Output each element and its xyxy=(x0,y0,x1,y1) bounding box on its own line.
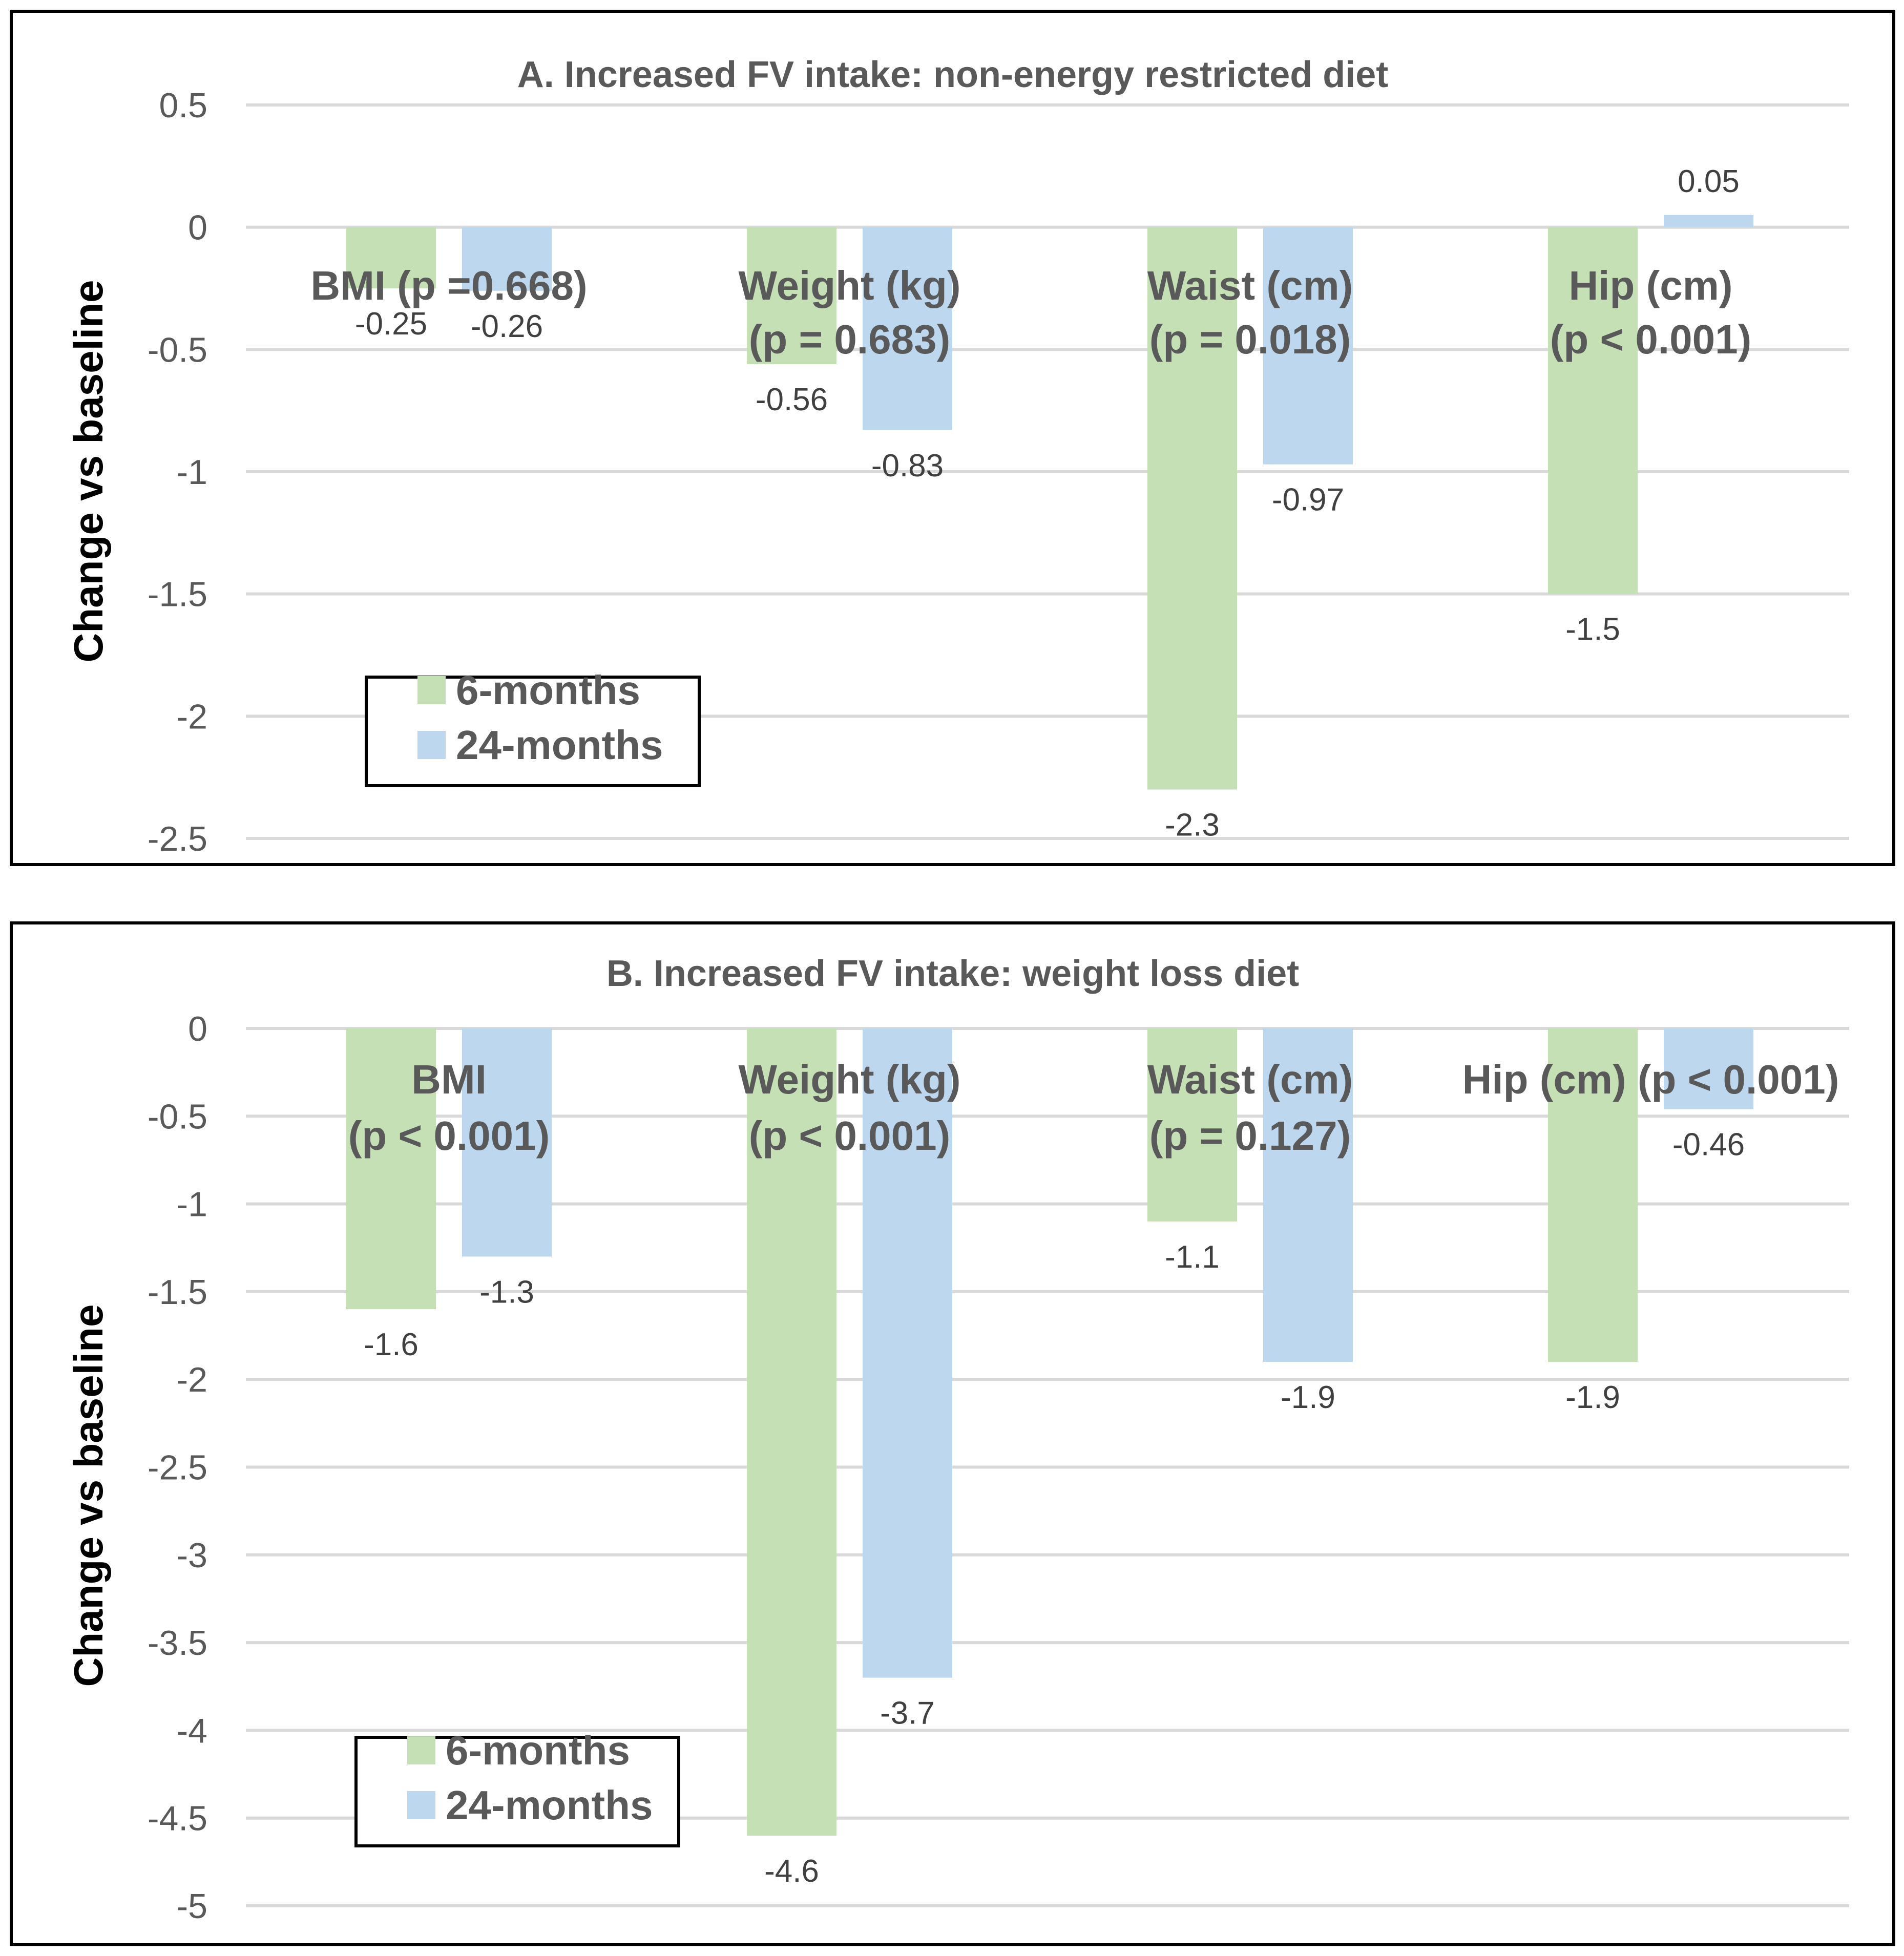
y-tick-label: -3 xyxy=(177,1536,207,1575)
category-label: (p = 0.683) xyxy=(749,317,951,362)
bar-6-months xyxy=(1147,227,1237,790)
category-label: Weight (kg) xyxy=(738,1057,960,1102)
legend-swatch-6-months xyxy=(417,676,446,704)
bar-6-months xyxy=(1548,227,1638,594)
y-tick-label: -2.5 xyxy=(148,819,207,858)
chart-title: A. Increased FV intake: non-energy restr… xyxy=(517,54,1388,95)
bar-24-months xyxy=(863,227,952,430)
data-label-6-months: -1.6 xyxy=(364,1327,419,1362)
category-label: (p < 0.001) xyxy=(1550,317,1752,362)
y-tick-label: 0 xyxy=(188,1009,207,1048)
bar-6-months xyxy=(346,227,436,288)
y-tick-label: -2.5 xyxy=(148,1448,207,1487)
chart-frame xyxy=(10,921,1895,1946)
category-label: Waist (cm) xyxy=(1147,1057,1353,1102)
y-axis-label: Change vs baseline xyxy=(66,1305,111,1687)
bar-6-months xyxy=(346,1028,436,1310)
y-tick-label: -2 xyxy=(177,1360,207,1399)
category-label: BMI (p =0.668) xyxy=(310,263,587,308)
bar-6-months xyxy=(1147,1028,1237,1222)
y-tick-label: -0.5 xyxy=(148,330,207,369)
category-label: Hip (cm) (p < 0.001) xyxy=(1462,1057,1839,1102)
legend-swatch-24-months xyxy=(407,1791,435,1819)
data-label-24-months: 0.05 xyxy=(1678,164,1740,199)
bar-6-months xyxy=(747,1028,836,1836)
data-label-24-months: -0.83 xyxy=(871,448,944,483)
legend-swatch-6-months xyxy=(407,1736,435,1764)
data-label-6-months: -2.3 xyxy=(1165,808,1220,843)
bar-24-months xyxy=(462,1028,552,1257)
data-label-24-months: -3.7 xyxy=(880,1696,935,1731)
bar-24-months xyxy=(462,227,552,291)
category-label: Weight (kg) xyxy=(738,263,960,308)
chart-a-svg: 0.5 0 -0.5 -1 -1.5 -2 -2.5 A. Increased FV inta… xyxy=(10,10,1895,866)
data-label-6-months: -0.56 xyxy=(756,382,828,417)
chart-title: B. Increased FV intake: weight loss diet xyxy=(606,953,1299,994)
data-label-6-months: -0.25 xyxy=(355,306,427,342)
chart-b-svg: 0 -0.5 -1 -1.5 -2 -2.5 -3 -3.5 -4 -4.5 -5 B. Increa… xyxy=(10,921,1895,1946)
bar-24-months xyxy=(1664,215,1753,227)
y-tick-label: -1.5 xyxy=(148,575,207,614)
data-label-6-months: -1.5 xyxy=(1565,612,1620,647)
y-tick-label: -0.5 xyxy=(148,1097,207,1136)
data-label-6-months: -1.9 xyxy=(1565,1380,1620,1415)
y-axis-label: Change vs baseline xyxy=(66,280,111,663)
bar-6-months xyxy=(1548,1028,1638,1362)
y-tick-label: -3.5 xyxy=(148,1624,207,1663)
chart-frame xyxy=(10,10,1895,866)
bar-24-months xyxy=(1263,227,1353,465)
bar-24-months xyxy=(863,1028,952,1678)
chart-panel-b: 0 -0.5 -1 -1.5 -2 -2.5 -3 -3.5 -4 -4.5 -5 B. Increa… xyxy=(0,912,1904,1956)
category-label: (p = 0.018) xyxy=(1149,317,1351,362)
legend-label-6-months: 6-months xyxy=(456,667,640,713)
data-label-24-months: -0.97 xyxy=(1272,482,1344,518)
legend-label-24-months: 24-months xyxy=(456,722,663,768)
category-label: (p < 0.001) xyxy=(348,1113,550,1159)
data-label-24-months: -0.46 xyxy=(1672,1127,1745,1163)
y-tick-label: 0 xyxy=(188,208,207,247)
y-tick-label: 0.5 xyxy=(159,86,207,125)
legend-swatch-24-months xyxy=(417,731,446,759)
category-label: Waist (cm) xyxy=(1147,263,1353,308)
y-tick-label: -1 xyxy=(177,1185,207,1224)
data-label-24-months: -1.9 xyxy=(1281,1380,1335,1415)
y-tick-label: -2 xyxy=(177,697,207,736)
chart-panel-a: 0.5 0 -0.5 -1 -1.5 -2 -2.5 A. Increased FV inta… xyxy=(0,0,1904,871)
bar-24-months xyxy=(1664,1028,1753,1109)
bar-6-months xyxy=(747,227,836,364)
y-tick-label: -1.5 xyxy=(148,1273,207,1312)
y-tick-label: -5 xyxy=(177,1887,207,1926)
legend-label-6-months: 6-months xyxy=(446,1728,630,1773)
y-tick-label: -4.5 xyxy=(148,1799,207,1838)
category-label: (p = 0.127) xyxy=(1149,1113,1351,1159)
category-label: BMI xyxy=(411,1057,487,1102)
category-label: (p < 0.001) xyxy=(749,1113,951,1159)
y-tick-label: -4 xyxy=(177,1711,207,1750)
data-label-6-months: -4.6 xyxy=(764,1854,819,1889)
legend-label-24-months: 24-months xyxy=(446,1782,653,1828)
data-label-24-months: -0.26 xyxy=(471,309,543,344)
data-label-24-months: -1.3 xyxy=(479,1274,534,1310)
category-label: Hip (cm) xyxy=(1569,263,1733,308)
data-label-6-months: -1.1 xyxy=(1165,1239,1220,1275)
y-tick-label: -1 xyxy=(177,453,207,492)
bar-24-months xyxy=(1263,1028,1353,1362)
